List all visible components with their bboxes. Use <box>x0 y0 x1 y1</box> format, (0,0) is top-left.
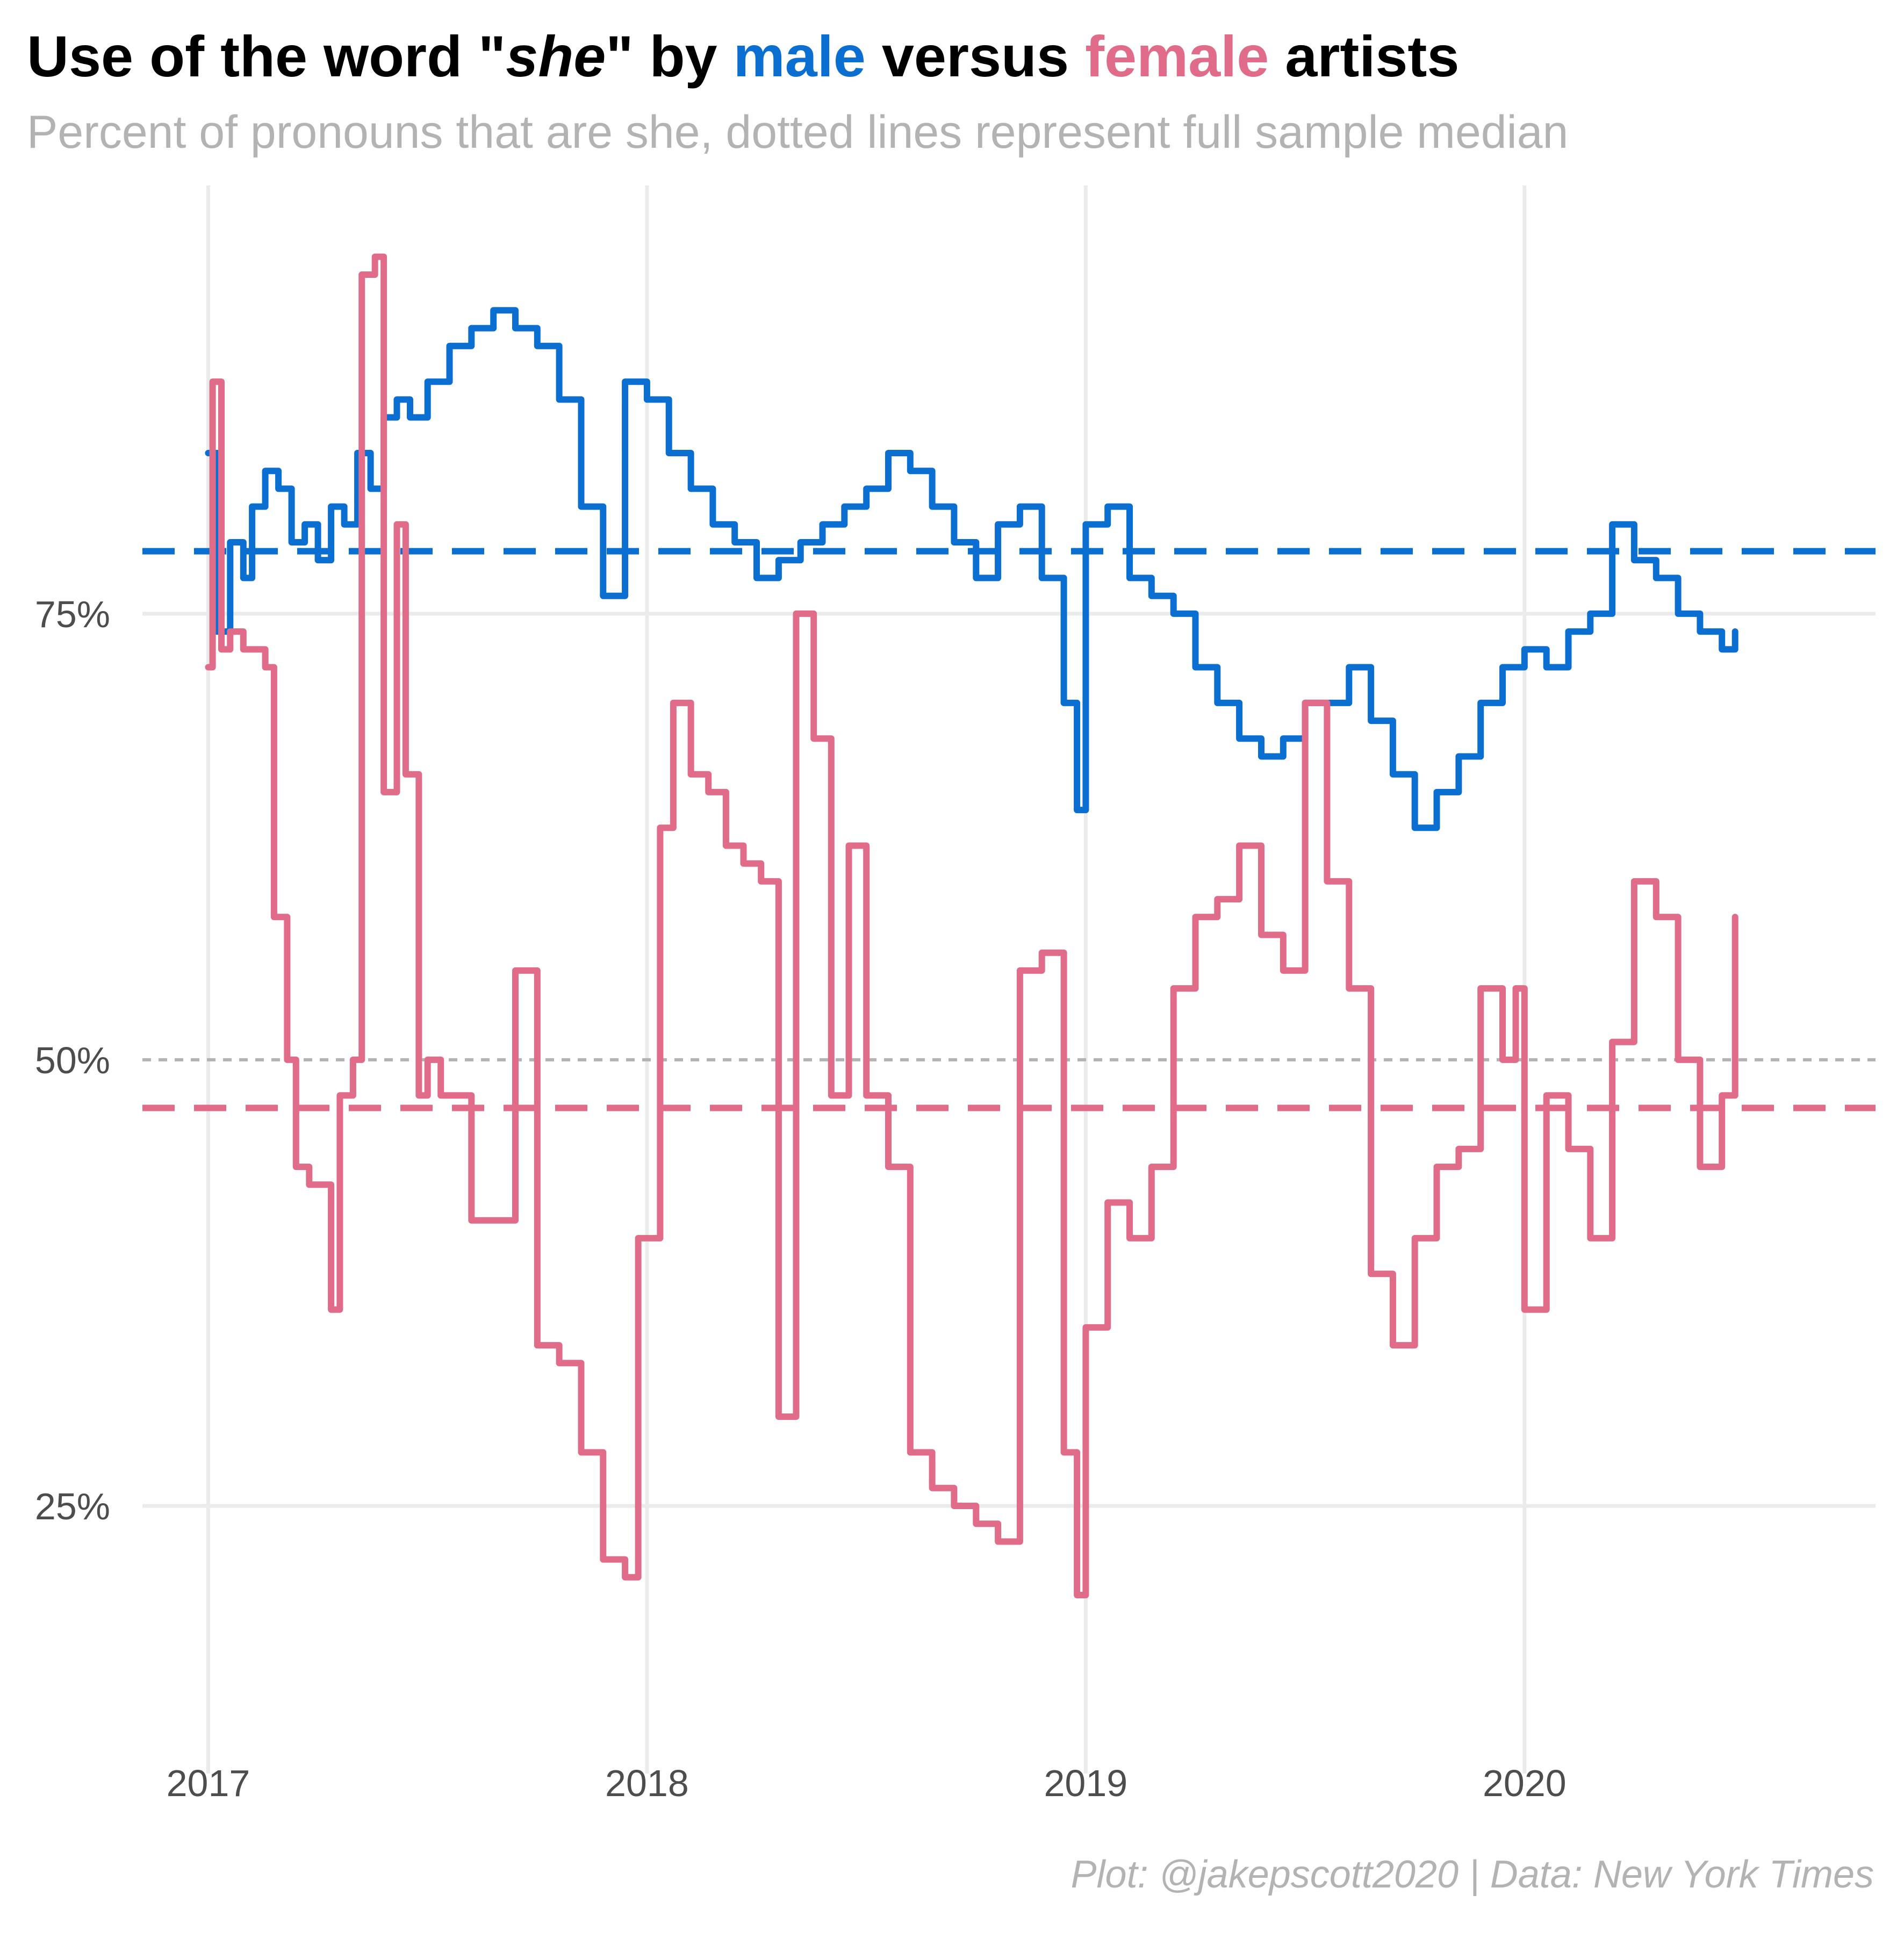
title-mid: " by <box>606 24 734 89</box>
title-male-word: male <box>733 24 866 89</box>
title-versus: versus <box>865 24 1086 89</box>
x-tick-label: 2020 <box>1483 1762 1567 1804</box>
y-tick-label: 50% <box>35 1039 110 1081</box>
x-tick-label: 2017 <box>167 1762 250 1804</box>
title-she: she <box>506 24 606 89</box>
y-tick-label: 75% <box>35 593 110 635</box>
x-tick-label: 2018 <box>605 1762 689 1804</box>
chart-subtitle: Percent of pronouns that are she, dotted… <box>27 106 1569 158</box>
title-suffix: artists <box>1269 24 1460 89</box>
female-series-line <box>205 253 1738 1598</box>
title-prefix: Use of the word " <box>27 24 506 89</box>
reference-lines <box>142 548 1876 1111</box>
axis-tick-labels: 2017 2018 2019 2020 25% 50% 75% <box>35 593 1567 1804</box>
series-lines <box>205 253 1738 1598</box>
chart-title: Use of the word "she" by male versus fem… <box>27 21 1459 91</box>
grid-lines <box>142 185 1876 1774</box>
x-tick-label: 2019 <box>1044 1762 1128 1804</box>
chart-caption: Plot: @jakepscott2020 | Data: New York T… <box>1070 1853 1874 1896</box>
y-tick-label: 25% <box>35 1485 110 1527</box>
title-female-word: female <box>1085 24 1269 89</box>
male-series-line <box>205 307 1738 831</box>
